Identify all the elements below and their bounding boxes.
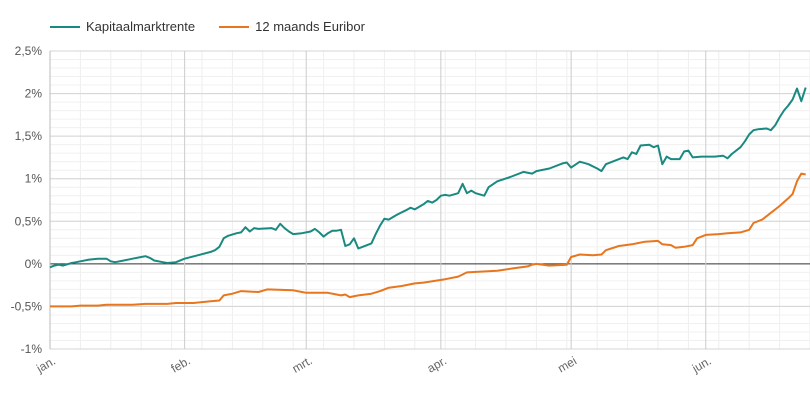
legend-label-kapitaalmarktrente: Kapitaalmarktrente: [86, 19, 196, 34]
y-tick-label: 1%: [25, 172, 43, 186]
x-tick-label: mrt.: [290, 353, 315, 375]
series-line-euribor: [50, 172, 806, 308]
legend: Kapitaalmarktrente 12 maands Euribor: [50, 19, 389, 34]
y-tick-label: 0%: [25, 257, 43, 271]
legend-swatch-kapitaalmarktrente: [50, 25, 80, 28]
x-tick-label: mei: [555, 354, 579, 376]
y-tick-label: 2%: [25, 87, 43, 101]
y-tick-label: 2,5%: [15, 44, 43, 58]
x-tick-label: jan.: [33, 354, 58, 376]
legend-item-kapitaalmarktrente[interactable]: Kapitaalmarktrente: [50, 19, 195, 34]
y-tick-label: 0,5%: [15, 214, 43, 228]
legend-swatch-euribor: [219, 25, 250, 28]
y-tick-label: -1%: [21, 342, 43, 356]
x-tick-label: apr.: [425, 353, 449, 375]
x-tick-label: jun.: [689, 354, 714, 376]
legend-item-euribor[interactable]: 12 maands Euribor: [219, 19, 365, 34]
y-tick-label: -0,5%: [11, 299, 43, 313]
x-tick-label: feb.: [168, 353, 192, 375]
y-tick-label: 1,5%: [15, 129, 43, 143]
legend-label-euribor: 12 maands Euribor: [255, 19, 365, 34]
series-line-kapitaalmarktrente: [49, 87, 807, 269]
